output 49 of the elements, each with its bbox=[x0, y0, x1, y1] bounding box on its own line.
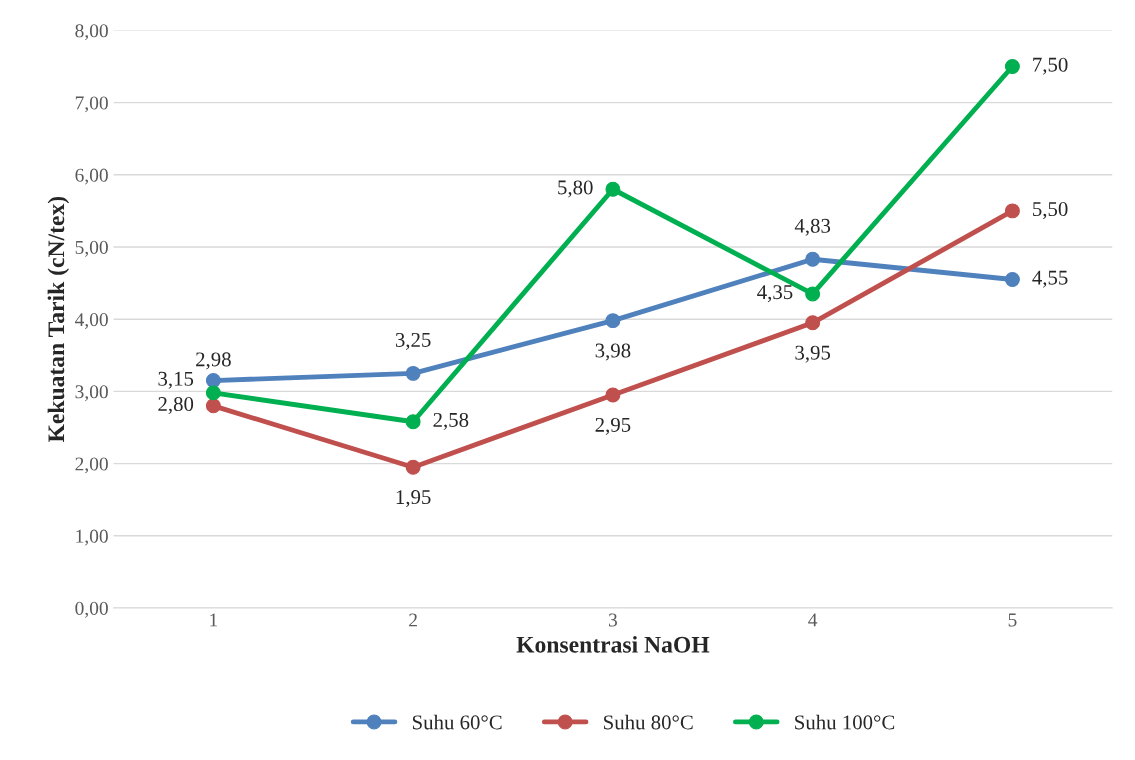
point bbox=[205, 398, 221, 414]
point bbox=[605, 387, 621, 403]
y-tick-label: 3,00 bbox=[75, 385, 108, 402]
point bbox=[405, 459, 421, 475]
point bbox=[805, 251, 821, 267]
data-label: 3,15 bbox=[158, 371, 194, 389]
y-tick-label: 0,00 bbox=[75, 601, 108, 618]
y-tick-label: 2,00 bbox=[75, 457, 108, 474]
data-label: 7,50 bbox=[1033, 57, 1068, 75]
y-tick-label: 7,00 bbox=[75, 96, 108, 113]
data-label: 2,98 bbox=[196, 352, 231, 370]
point bbox=[605, 181, 621, 197]
data-label: 2,58 bbox=[433, 412, 469, 430]
point bbox=[405, 365, 421, 381]
data-label: 3,95 bbox=[795, 345, 831, 363]
point bbox=[205, 373, 221, 389]
data-label: 2,95 bbox=[595, 417, 631, 435]
point bbox=[605, 313, 621, 329]
point bbox=[805, 315, 821, 331]
point bbox=[1004, 59, 1020, 74]
point bbox=[405, 414, 421, 430]
y-axis-title: Kekuatan Tarik (cN/tex) bbox=[47, 196, 70, 443]
legend-label: Suhu 60°C bbox=[412, 714, 502, 730]
data-label: 3,98 bbox=[595, 343, 631, 361]
data-label: 5,80 bbox=[558, 180, 593, 198]
point bbox=[1004, 272, 1020, 287]
data-label: 4,35 bbox=[757, 285, 793, 303]
y-tick-label: 6,00 bbox=[75, 168, 108, 185]
point bbox=[1004, 203, 1020, 219]
point bbox=[205, 385, 221, 401]
data-label: 2,80 bbox=[158, 397, 194, 415]
data-label: 5,50 bbox=[1033, 202, 1068, 220]
y-tick-label: 5,00 bbox=[75, 240, 108, 257]
legend-label: Suhu 100°C bbox=[795, 714, 895, 730]
data-label: 1,95 bbox=[396, 490, 431, 508]
x-tick-label: 4 bbox=[808, 613, 818, 627]
point bbox=[805, 286, 821, 302]
x-axis-title: Konsentrasi NaOH bbox=[516, 636, 710, 653]
x-tick-label: 5 bbox=[1008, 613, 1017, 627]
x-tick-label: 2 bbox=[409, 613, 417, 627]
y-tick-label: 1,00 bbox=[76, 529, 108, 546]
legend-label: Suhu 80°C bbox=[604, 714, 693, 730]
y-tick-label: 4,00 bbox=[74, 313, 108, 329]
x-tick-label: 3 bbox=[608, 613, 617, 627]
data-label: 3,25 bbox=[395, 332, 431, 350]
x-tick-label: 1 bbox=[210, 613, 218, 627]
y-tick-label: 8,00 bbox=[75, 24, 108, 41]
data-label: 4,55 bbox=[1032, 270, 1068, 288]
data-label: 4,83 bbox=[794, 218, 831, 236]
